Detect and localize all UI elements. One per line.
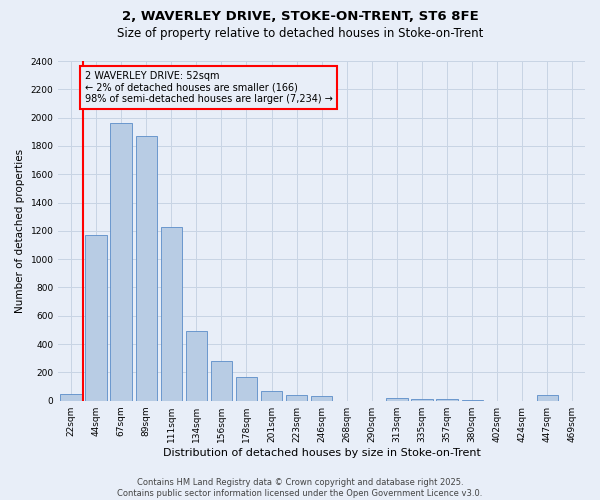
Y-axis label: Number of detached properties: Number of detached properties xyxy=(15,149,25,313)
Bar xyxy=(85,235,107,400)
Text: 2, WAVERLEY DRIVE, STOKE-ON-TRENT, ST6 8FE: 2, WAVERLEY DRIVE, STOKE-ON-TRENT, ST6 8… xyxy=(122,10,478,23)
Text: 2 WAVERLEY DRIVE: 52sqm
← 2% of detached houses are smaller (166)
98% of semi-de: 2 WAVERLEY DRIVE: 52sqm ← 2% of detached… xyxy=(85,71,332,104)
Bar xyxy=(236,376,257,400)
Bar xyxy=(185,332,207,400)
Text: Size of property relative to detached houses in Stoke-on-Trent: Size of property relative to detached ho… xyxy=(117,28,483,40)
Bar xyxy=(161,226,182,400)
Bar xyxy=(537,395,558,400)
Bar xyxy=(136,136,157,400)
Bar xyxy=(60,394,82,400)
Bar xyxy=(110,124,132,400)
Bar xyxy=(286,395,307,400)
Bar xyxy=(261,391,282,400)
Text: Contains HM Land Registry data © Crown copyright and database right 2025.
Contai: Contains HM Land Registry data © Crown c… xyxy=(118,478,482,498)
Bar xyxy=(211,361,232,401)
Bar xyxy=(311,396,332,400)
Bar xyxy=(386,398,407,400)
X-axis label: Distribution of detached houses by size in Stoke-on-Trent: Distribution of detached houses by size … xyxy=(163,448,481,458)
